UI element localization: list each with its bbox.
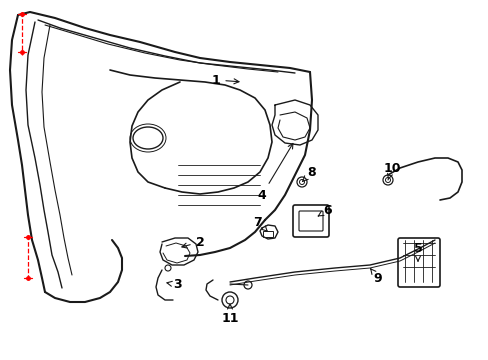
Text: 10: 10 [383,162,400,180]
Bar [263,231,272,237]
Text: 5: 5 [413,242,422,261]
Text: 1: 1 [211,73,239,86]
Text: 8: 8 [302,166,316,181]
Text: 9: 9 [370,269,382,284]
Text: 2: 2 [182,235,204,248]
Text: 11: 11 [221,304,238,324]
Text: 4: 4 [257,143,292,202]
Text: 7: 7 [253,216,267,231]
Text: 3: 3 [166,279,182,292]
Text: 6: 6 [318,203,332,216]
